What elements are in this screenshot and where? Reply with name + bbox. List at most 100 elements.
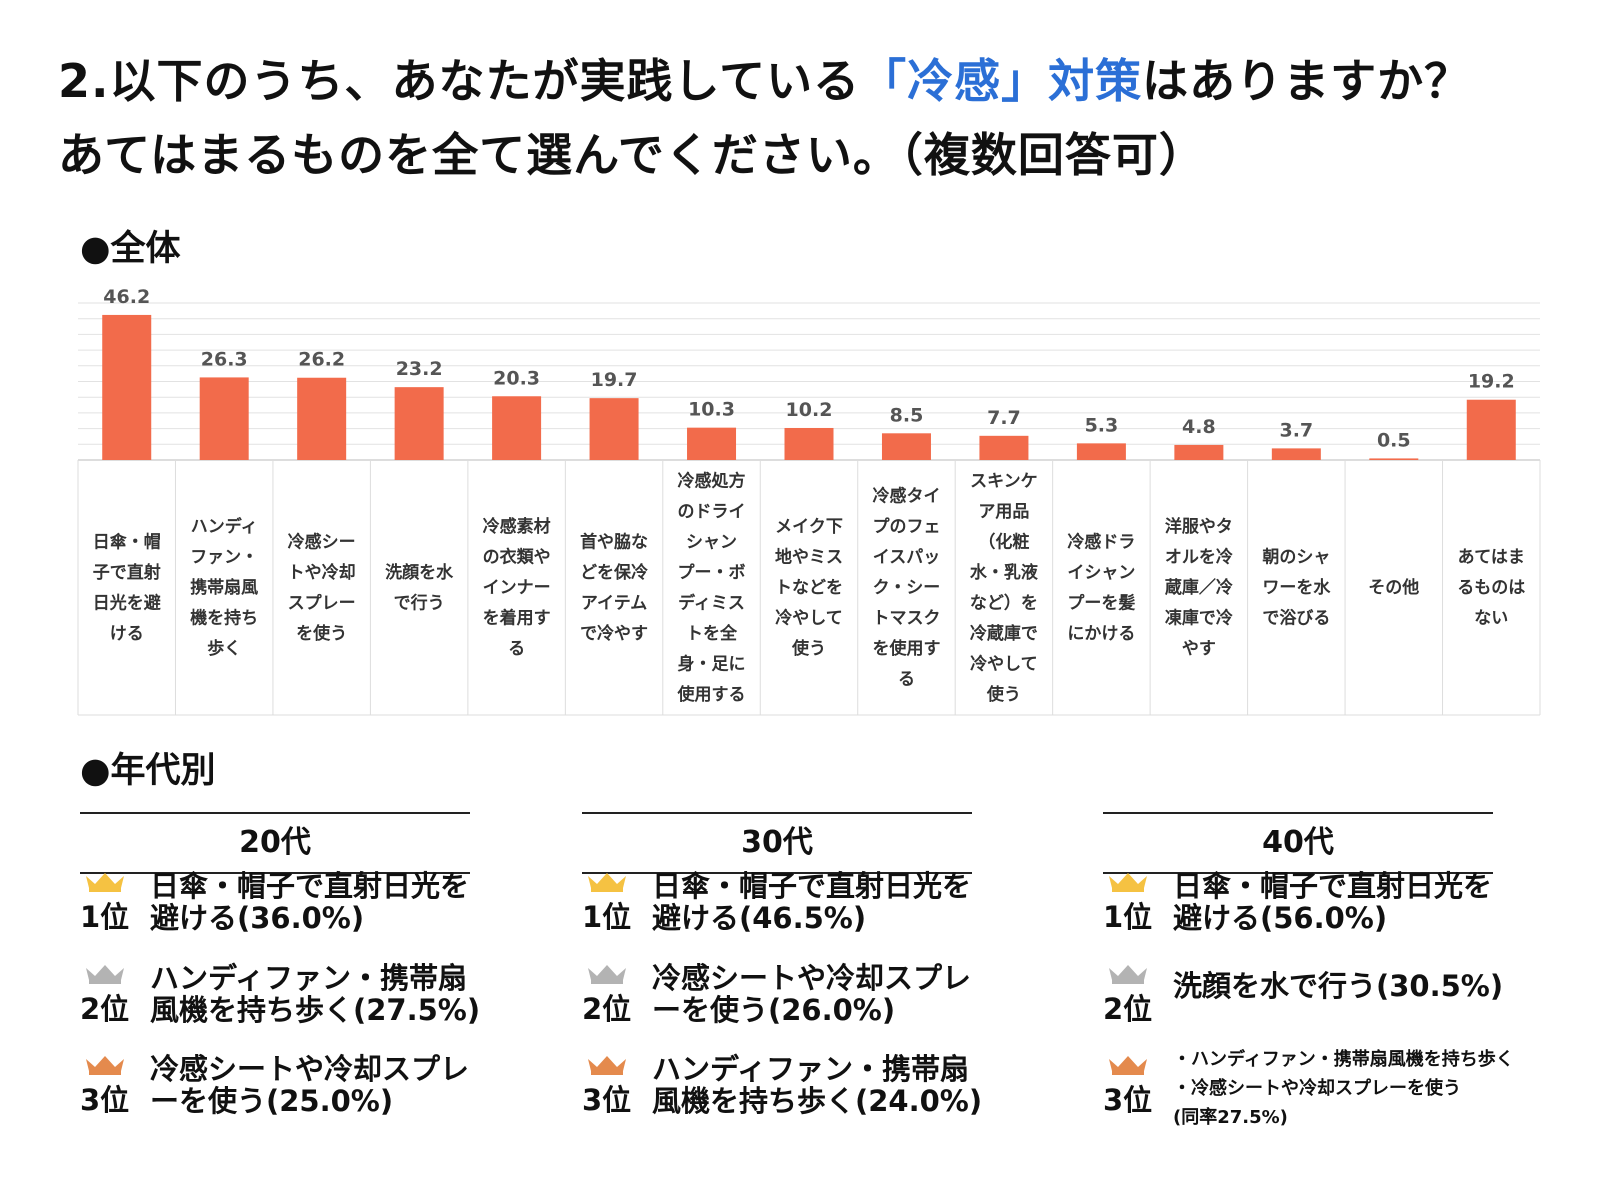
title-highlight: 「冷感」対策: [860, 54, 1143, 108]
rank-text-line: 日傘・帽子で直射日光を: [652, 869, 972, 903]
bar-value-label: 26.3: [201, 348, 248, 370]
bar: [1076, 443, 1126, 460]
bar: [979, 435, 1029, 460]
category-label-line: イスパッ: [873, 548, 941, 568]
rank-text-line: ーを使う(25.0%): [150, 1084, 394, 1118]
rank-text-line: 風機を持ち歩く(24.0%): [652, 1084, 983, 1118]
category-label-line: ディミス: [678, 592, 745, 613]
rank-number: 3位: [1103, 1083, 1153, 1117]
category-label-line: 洗顔を水: [385, 562, 454, 583]
bar-value-label: 3.7: [1279, 419, 1313, 441]
category-label-line: メイク下: [775, 517, 843, 537]
crown-icon: [586, 962, 628, 984]
bar-value-label: 26.2: [298, 349, 345, 371]
rank-item: 1位 日傘・帽子で直射日光を 避ける(56.0%): [1103, 870, 1583, 960]
category-label: あてはまるものはない: [1457, 548, 1525, 629]
bar-value-label: 19.2: [1468, 371, 1515, 393]
rank-text: 冷感シートや冷却スプレ ーを使う(25.0%): [150, 1053, 490, 1117]
rank-item: 3位 ・ハンディファン・携帯扇風機を持ち歩く ・冷感シートや冷却スプレーを使う (同率…: [1103, 1049, 1583, 1143]
crown-icon: [1107, 962, 1149, 984]
crown-icon: [586, 1053, 628, 1075]
category-label-line: など）を: [970, 592, 1038, 613]
rank-text: 日傘・帽子で直射日光を 避ける(46.5%): [652, 870, 992, 934]
rank-text-line: 日傘・帽子で直射日光を: [1173, 869, 1493, 903]
category-label-line: 水・乳液: [970, 562, 1038, 583]
category-label-line: アイテム: [581, 593, 647, 613]
bar-value-label: 19.7: [591, 369, 638, 391]
rank-number: 2位: [1103, 992, 1153, 1026]
category-label: 朝のシャワーを水で浴びる: [1262, 547, 1331, 629]
category-label-line: ワーを水: [1262, 577, 1331, 598]
category-label-line: 洋服やタ: [1165, 516, 1233, 537]
title-line-2: あてはまるものを全て選んでください。（複数回答可）: [58, 128, 1206, 182]
category-label-line: イシャン: [1067, 563, 1135, 583]
category-label: 冷感タイプのフェイスパック・シートマスクを使用する: [872, 486, 940, 690]
crown-icon: [84, 962, 126, 984]
rank-text-line: 冷感シートや冷却スプレ: [652, 961, 972, 995]
bar: [1369, 458, 1419, 460]
bar: [297, 377, 347, 460]
category-label-line: 首や脇な: [580, 531, 648, 552]
rank-number: 1位: [1103, 900, 1153, 934]
category-label-line: 冷感処方: [678, 470, 746, 491]
category-label: 日傘・帽子で直射日光を避ける: [93, 531, 161, 644]
category-label-line: る: [898, 670, 915, 690]
category-label: 冷感ドライシャンプーを髪にかける: [1067, 531, 1135, 644]
category-label-line: プー・ボ: [678, 562, 746, 583]
category-label-line: スキンケ: [970, 471, 1038, 491]
category-label: 洋服やタオルを冷蔵庫／冷凍庫で冷やす: [1165, 516, 1233, 659]
rank-text-line: ハンディファン・携帯扇: [150, 961, 467, 995]
bar-chart: 46.2 日傘・帽子で直射日光を避ける 26.3 ハンディファン・携帯扇風機を持ち歩く…: [77, 286, 1541, 716]
bar: [492, 396, 542, 460]
category-label-line: プーを髪: [1067, 592, 1135, 613]
bar-value-label: 20.3: [493, 367, 540, 389]
age-group-header: 30代: [582, 812, 972, 874]
category-label-line: シャン: [686, 532, 737, 552]
bar: [589, 398, 639, 460]
rank-text-line: (同率27.5%): [1173, 1107, 1288, 1128]
category-label-line: トを全: [686, 623, 738, 644]
rank-number: 2位: [80, 992, 130, 1026]
category-label-line: の衣類や: [483, 547, 551, 568]
rank-text-line: 避ける(36.0%): [150, 901, 365, 935]
category-label-line: にかける: [1067, 624, 1135, 644]
bar-value-label: 46.2: [103, 286, 150, 308]
rank-text-line: 避ける(46.5%): [652, 901, 867, 935]
page-title: 2.以下のうち、あなたが実践している「冷感」対策はありますか？ あてはまるものを…: [58, 44, 1598, 192]
category-label-line: ない: [1474, 609, 1508, 629]
rank-number: 3位: [582, 1083, 632, 1117]
bar-value-label: 4.8: [1182, 416, 1216, 438]
rank-text-line: 日傘・帽子で直射日光を: [150, 869, 470, 903]
bar-value-label: 5.3: [1085, 414, 1119, 436]
category-label: 首や脇などを保冷アイテムで冷やす: [580, 531, 648, 644]
category-label: 冷感処方のドライシャンプー・ボディミストを全身・足に使用する: [677, 470, 746, 705]
category-label-line: 冷感素材: [483, 516, 551, 537]
category-label-line: ク・シー: [873, 578, 941, 598]
rank-number: 1位: [80, 900, 130, 934]
crown-icon: [84, 870, 126, 892]
category-label-line: 冷感シー: [288, 531, 356, 552]
category-label-line: 子で直射: [93, 562, 161, 583]
rank-item: 2位 冷感シートや冷却スプレ ーを使う(26.0%): [582, 962, 1062, 1052]
category-label-line: 地やミス: [775, 547, 843, 568]
category-label-line: ハンディ: [191, 516, 258, 537]
category-label-line: 日傘・帽: [93, 531, 161, 552]
category-label-line: ファン・: [190, 548, 258, 568]
category-label-line: やす: [1182, 639, 1216, 659]
category-label-line: 歩く: [207, 638, 241, 659]
bar-value-label: 7.7: [987, 407, 1021, 429]
category-label: メイク下地やミストなどを冷やして使う: [775, 517, 843, 659]
category-label-line: （化粧: [978, 531, 1029, 552]
rank-text-line: 冷感シートや冷却スプレ: [150, 1052, 470, 1086]
bar-value-label: 23.2: [396, 358, 443, 380]
rank-text: ハンディファン・携帯扇 風機を持ち歩く(24.0%): [652, 1053, 992, 1117]
bar: [1271, 448, 1321, 460]
category-label-line: スプレー: [288, 592, 356, 613]
category-label-line: 凍庫で冷: [1165, 608, 1233, 629]
bar-value-label: 0.5: [1377, 429, 1411, 451]
rank-number: 3位: [80, 1083, 130, 1117]
category-label-line: インナー: [483, 578, 551, 598]
category-label: ハンディファン・携帯扇風機を持ち歩く: [190, 516, 258, 659]
category-label: 冷感シートや冷却スプレーを使う: [288, 531, 356, 644]
section-heading-age: ●年代別: [80, 751, 216, 791]
